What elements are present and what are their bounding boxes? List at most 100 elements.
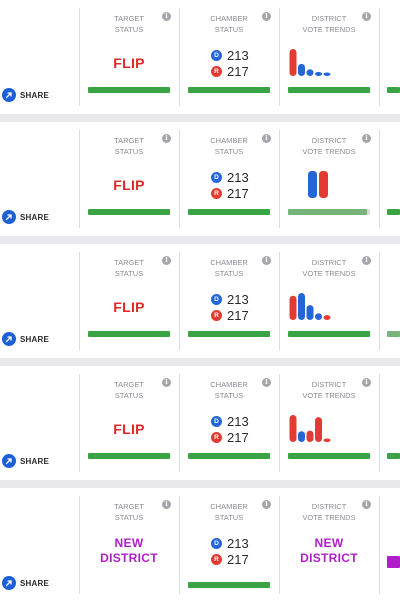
target-status-column: TARGET STATUS i FLIP bbox=[80, 244, 178, 358]
next-column-progress-bar bbox=[387, 87, 400, 93]
column-header: CHAMBER STATUS bbox=[210, 380, 248, 400]
trend-bar-democrat bbox=[306, 305, 314, 320]
info-icon[interactable]: i bbox=[162, 12, 171, 21]
info-icon[interactable]: i bbox=[162, 256, 171, 265]
republican-badge: R bbox=[211, 554, 222, 565]
chamber-progress-bar bbox=[188, 209, 270, 215]
info-icon[interactable]: i bbox=[262, 134, 271, 143]
target-status-column: TARGET STATUS i FLIP bbox=[80, 0, 178, 114]
target-progress-bar bbox=[88, 87, 170, 93]
democrat-seat-row: D 213 bbox=[211, 536, 249, 551]
column-header: DISTRICT VOTE TRENDS bbox=[302, 136, 356, 156]
share-button[interactable]: SHARE bbox=[2, 576, 49, 590]
share-arrow-icon bbox=[2, 576, 16, 590]
info-icon[interactable]: i bbox=[162, 134, 171, 143]
info-icon[interactable]: i bbox=[362, 500, 371, 509]
column-divider bbox=[279, 8, 280, 106]
share-button[interactable]: SHARE bbox=[2, 88, 49, 102]
info-icon[interactable]: i bbox=[262, 12, 271, 21]
vote-trend-chart bbox=[284, 168, 344, 200]
target-status-column: TARGET STATUS i FLIP bbox=[80, 366, 178, 480]
target-progress-bar bbox=[88, 331, 170, 337]
target-status-value: FLIP bbox=[113, 55, 145, 71]
democrat-seat-count: 213 bbox=[227, 292, 249, 307]
democrat-badge: D bbox=[211, 50, 222, 61]
info-icon[interactable]: i bbox=[262, 500, 271, 509]
share-button[interactable]: SHARE bbox=[2, 454, 49, 468]
share-label: SHARE bbox=[20, 456, 50, 466]
target-status-value: NEW DISTRICT bbox=[100, 536, 158, 565]
next-column-progress-bar bbox=[387, 556, 400, 568]
chamber-status-column: CHAMBER STATUS i D 213 R 217 bbox=[180, 488, 278, 600]
info-icon[interactable]: i bbox=[262, 378, 271, 387]
trend-bar-republican bbox=[319, 171, 328, 198]
column-divider bbox=[379, 130, 380, 228]
target-status-column: TARGET STATUS i NEW DISTRICT bbox=[80, 488, 178, 600]
info-icon[interactable]: i bbox=[162, 378, 171, 387]
target-progress-bar bbox=[88, 209, 170, 215]
next-column-progress-bar bbox=[387, 453, 400, 459]
column-divider bbox=[379, 8, 380, 106]
next-column-progress-bar bbox=[387, 209, 400, 215]
republican-seat-count: 217 bbox=[227, 308, 249, 323]
trend-bar-republican bbox=[289, 415, 297, 442]
info-icon[interactable]: i bbox=[362, 256, 371, 265]
trend-bar-democrat bbox=[306, 69, 314, 76]
republican-seat-row: R 217 bbox=[211, 552, 249, 567]
republican-seat-count: 217 bbox=[227, 552, 249, 567]
info-icon[interactable]: i bbox=[362, 378, 371, 387]
district-vote-trends-column: DISTRICT VOTE TRENDS i NEW DISTRICT bbox=[280, 488, 378, 600]
info-icon[interactable]: i bbox=[362, 12, 371, 21]
trend-bar-democrat bbox=[298, 293, 305, 320]
democrat-seat-row: D 213 bbox=[211, 292, 249, 307]
republican-seat-count: 217 bbox=[227, 64, 249, 79]
democrat-seat-row: D 213 bbox=[211, 414, 249, 429]
district-card: SHARE TARGET STATUS i NEW DISTRICT CHAMBER S… bbox=[0, 488, 400, 600]
trend-bar-democrat bbox=[315, 71, 322, 76]
trend-bar-republican bbox=[323, 315, 331, 320]
vote-trend-chart bbox=[284, 412, 344, 444]
chamber-progress-bar bbox=[188, 582, 270, 588]
district-vote-trends-column: DISTRICT VOTE TRENDS i bbox=[280, 0, 378, 114]
trend-bar-republican bbox=[306, 430, 314, 442]
column-header: TARGET STATUS bbox=[114, 380, 144, 400]
trend-bar-republican bbox=[315, 417, 322, 442]
share-arrow-icon bbox=[2, 210, 16, 224]
trend-bar-democrat bbox=[323, 72, 331, 76]
district-card: SHARE TARGET STATUS i FLIP CHAMBER STATUS i D 2… bbox=[0, 0, 400, 114]
column-divider bbox=[179, 252, 180, 350]
column-divider bbox=[279, 496, 280, 594]
column-divider bbox=[279, 130, 280, 228]
info-icon[interactable]: i bbox=[362, 134, 371, 143]
column-header: TARGET STATUS bbox=[114, 14, 144, 34]
column-header: TARGET STATUS bbox=[114, 258, 144, 278]
column-divider bbox=[279, 252, 280, 350]
column-divider bbox=[179, 374, 180, 472]
share-label: SHARE bbox=[20, 90, 50, 100]
republican-badge: R bbox=[211, 432, 222, 443]
republican-seat-row: R 217 bbox=[211, 64, 249, 79]
trend-bar-democrat bbox=[315, 313, 322, 320]
democrat-badge: D bbox=[211, 172, 222, 183]
share-label: SHARE bbox=[20, 334, 50, 344]
trend-bar-democrat bbox=[308, 171, 317, 198]
share-arrow-icon bbox=[2, 454, 16, 468]
democrat-seat-row: D 213 bbox=[211, 48, 249, 63]
trend-bar-republican bbox=[289, 295, 297, 320]
column-divider bbox=[79, 8, 80, 106]
share-label: SHARE bbox=[20, 578, 50, 588]
target-status-value: FLIP bbox=[113, 299, 145, 315]
column-divider bbox=[179, 8, 180, 106]
column-divider bbox=[179, 496, 180, 594]
column-header: DISTRICT VOTE TRENDS bbox=[302, 258, 356, 278]
info-icon[interactable]: i bbox=[262, 256, 271, 265]
republican-seat-count: 217 bbox=[227, 186, 249, 201]
share-button[interactable]: SHARE bbox=[2, 210, 49, 224]
target-status-value: FLIP bbox=[113, 177, 145, 193]
column-divider bbox=[279, 374, 280, 472]
info-icon[interactable]: i bbox=[162, 500, 171, 509]
chamber-status-column: CHAMBER STATUS i D 213 R 217 bbox=[180, 244, 278, 358]
chamber-progress-bar bbox=[188, 453, 270, 459]
share-button[interactable]: SHARE bbox=[2, 332, 49, 346]
republican-seat-row: R 217 bbox=[211, 186, 249, 201]
